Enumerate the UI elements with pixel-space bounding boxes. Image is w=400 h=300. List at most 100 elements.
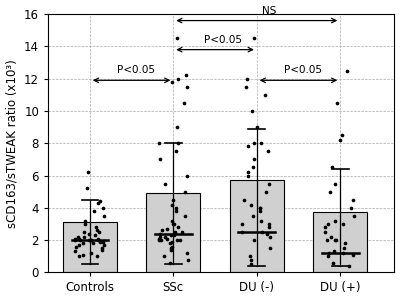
Point (174, 238, 181, 242)
Point (185, 257, 191, 262)
Point (174, 36, 180, 41)
Point (100, 239, 106, 244)
Point (164, 226, 170, 231)
Point (162, 235, 168, 239)
Point (80, 241, 86, 246)
Point (170, 197, 176, 202)
Point (86, 231, 92, 236)
Point (93, 225, 99, 230)
Point (90, 209, 97, 214)
Point (245, 144, 251, 149)
Point (88, 250, 94, 255)
Point (156, 231, 163, 236)
Point (97, 239, 104, 244)
Point (81, 235, 87, 239)
Point (248, 202, 254, 207)
Point (72, 236, 79, 241)
Point (250, 165, 256, 170)
Point (96, 230, 102, 235)
Point (175, 76, 182, 81)
Point (101, 214, 108, 218)
Point (332, 218, 338, 223)
Point (72, 238, 78, 242)
Point (80, 230, 87, 235)
Point (179, 230, 186, 235)
Point (171, 233, 177, 238)
Point (239, 222, 245, 226)
Point (80, 252, 86, 257)
Point (267, 246, 274, 250)
Point (174, 225, 181, 230)
Point (168, 202, 175, 207)
Point (86, 238, 93, 242)
Point (172, 230, 179, 235)
Point (259, 230, 266, 235)
Point (99, 246, 105, 250)
Point (90, 241, 96, 246)
Point (92, 233, 98, 238)
Point (82, 218, 88, 223)
Point (100, 243, 107, 248)
Point (251, 36, 257, 41)
Point (266, 181, 272, 186)
Y-axis label: sCD163/sTWEAK ratio (x10³): sCD163/sTWEAK ratio (x10³) (6, 59, 18, 228)
Point (331, 249, 337, 254)
Point (324, 222, 331, 226)
Point (265, 149, 272, 154)
Point (175, 141, 182, 146)
Point (258, 218, 264, 223)
Point (332, 238, 338, 242)
Point (327, 189, 334, 194)
Point (239, 230, 245, 235)
Point (344, 68, 351, 73)
Bar (313, 212, 367, 272)
Point (333, 238, 339, 242)
Point (161, 181, 168, 186)
Point (95, 236, 101, 241)
Point (264, 231, 271, 236)
Text: P<0.05: P<0.05 (204, 35, 242, 45)
Point (338, 133, 345, 138)
Point (324, 238, 330, 242)
Point (168, 80, 175, 84)
Point (183, 84, 190, 89)
Point (322, 225, 329, 230)
Text: NS: NS (262, 6, 276, 16)
Point (350, 197, 356, 202)
Point (84, 186, 90, 191)
Point (168, 246, 174, 250)
Point (262, 189, 269, 194)
Point (73, 244, 79, 249)
Point (267, 235, 273, 239)
Point (95, 201, 101, 206)
Point (350, 252, 356, 257)
Point (245, 170, 251, 175)
Point (76, 254, 83, 259)
Bar (146, 193, 200, 272)
Point (156, 236, 162, 241)
Point (158, 238, 164, 242)
Point (325, 254, 332, 259)
Point (248, 257, 254, 262)
Point (167, 260, 174, 265)
Point (244, 76, 251, 81)
Point (251, 157, 257, 162)
Point (157, 157, 164, 162)
Point (156, 238, 162, 242)
Point (158, 228, 165, 233)
Point (72, 249, 78, 254)
Point (166, 241, 173, 246)
Point (330, 260, 336, 265)
Point (248, 262, 255, 267)
Point (99, 248, 106, 252)
Point (241, 197, 247, 202)
Point (170, 222, 176, 226)
Point (329, 165, 336, 170)
Point (266, 225, 272, 230)
Point (76, 236, 82, 241)
Point (258, 141, 264, 146)
Point (168, 233, 174, 238)
Point (96, 199, 103, 204)
Point (173, 209, 180, 214)
Point (257, 206, 263, 210)
